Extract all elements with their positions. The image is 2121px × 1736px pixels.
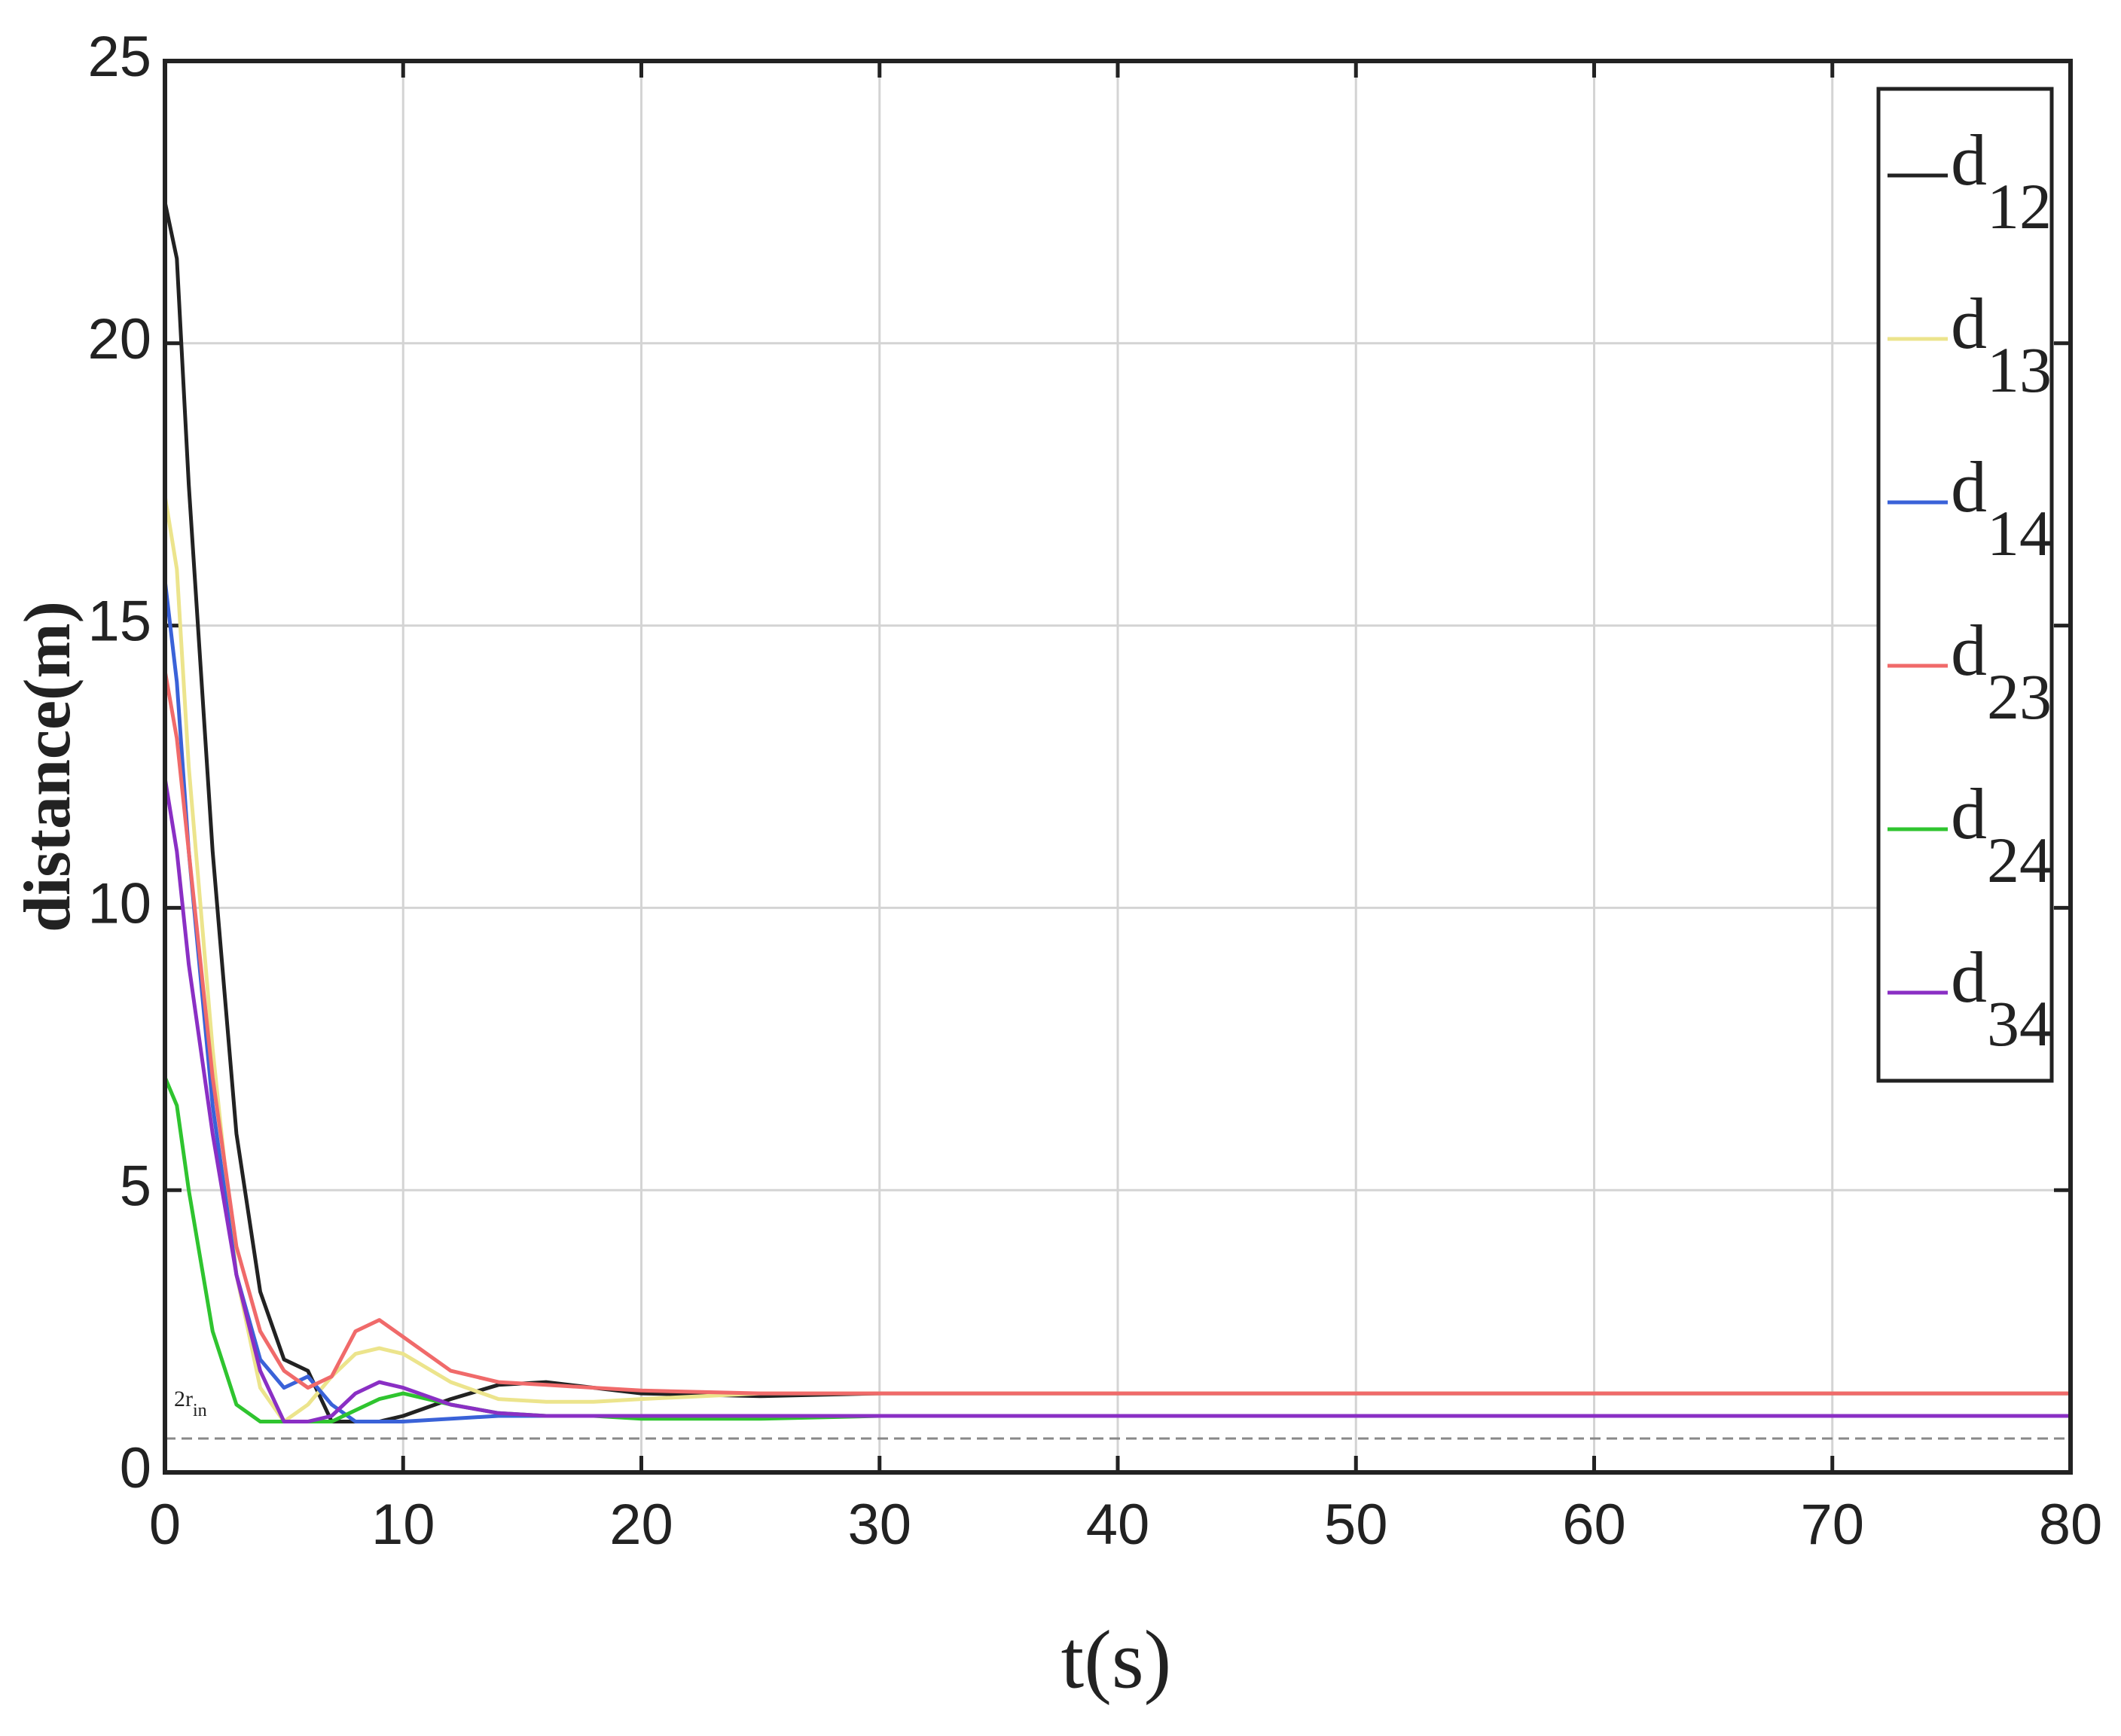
y-tick-label: 0 bbox=[120, 1436, 151, 1500]
legend-label: d12 bbox=[1951, 120, 2052, 243]
x-tick-label: 20 bbox=[609, 1493, 673, 1557]
x-axis-title: t(s) bbox=[1061, 1613, 1172, 1705]
legend-box bbox=[1876, 87, 2054, 1083]
y-tick-label: 15 bbox=[87, 590, 151, 654]
x-tick-label: 60 bbox=[1562, 1493, 1626, 1557]
x-tick-label: 30 bbox=[847, 1493, 911, 1557]
data-line bbox=[163, 1076, 2071, 1423]
y-tick-label: 25 bbox=[87, 25, 151, 89]
x-tick-label: 10 bbox=[371, 1493, 435, 1557]
legend-label: d14 bbox=[1951, 447, 2052, 569]
y-tick-label: 5 bbox=[120, 1154, 151, 1218]
x-tick-label: 40 bbox=[1086, 1493, 1150, 1557]
annotation: 2rin bbox=[174, 1387, 207, 1420]
y-axis-title: distance(m) bbox=[11, 601, 84, 932]
plot-frame bbox=[163, 59, 2073, 1475]
x-tick-label: 50 bbox=[1324, 1493, 1388, 1557]
x-tick-label: 70 bbox=[1800, 1493, 1864, 1557]
data-line bbox=[163, 670, 2071, 1396]
legend-label: d13 bbox=[1951, 283, 2052, 406]
x-tick-label: 0 bbox=[149, 1493, 181, 1557]
annotation-main: 2r bbox=[174, 1387, 193, 1411]
y-tick-label: 20 bbox=[87, 307, 151, 371]
legend-label: d24 bbox=[1951, 773, 2052, 896]
y-tick-label: 10 bbox=[87, 871, 151, 935]
legend-label: d23 bbox=[1951, 610, 2052, 733]
legend-label: d34 bbox=[1951, 937, 2052, 1060]
annotation-sub: in bbox=[193, 1401, 207, 1420]
data-line bbox=[163, 777, 2071, 1423]
x-tick-label: 80 bbox=[2039, 1493, 2103, 1557]
